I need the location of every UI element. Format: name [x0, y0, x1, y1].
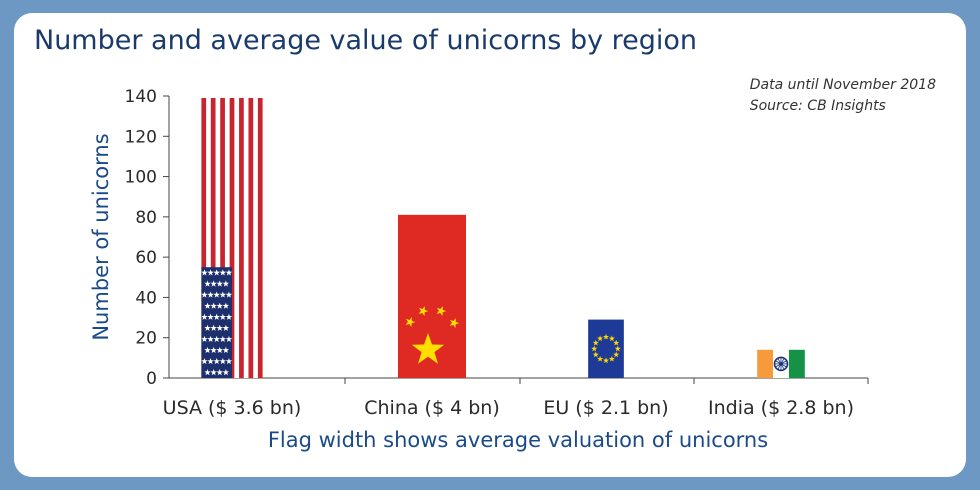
y-tick-label: 0	[146, 369, 157, 389]
y-tick-label: 140	[125, 87, 157, 107]
y-tick-label: 120	[125, 127, 157, 147]
x-category-label: India ($ 2.8 bn)	[708, 397, 854, 419]
china-flag	[398, 214, 466, 378]
chart-card: Number and average value of unicorns by …	[14, 13, 966, 477]
note-date: Data until November 2018	[749, 77, 936, 93]
y-tick-label: 80	[135, 208, 157, 228]
x-category-label: China ($ 4 bn)	[364, 397, 500, 419]
y-tick-label: 40	[135, 288, 157, 308]
eu-flag	[588, 319, 624, 378]
source-note: Data until November 2018 Source: CB Insi…	[750, 75, 936, 117]
x-category-label: EU ($ 2.1 bn)	[543, 397, 668, 419]
y-tick-label: 20	[135, 329, 157, 349]
y-tick-label: 100	[125, 168, 157, 188]
x-category-label: USA ($ 3.6 bn)	[163, 397, 302, 419]
note-source: Source: CB Insights	[749, 98, 886, 114]
india-flag	[757, 349, 805, 378]
chart-title: Number and average value of unicorns by …	[34, 25, 698, 56]
y-axis-title: Number of unicorns	[89, 133, 113, 340]
x-axis-title: Flag width shows average valuation of un…	[268, 428, 768, 452]
y-tick-label: 60	[135, 248, 157, 268]
us-flag	[201, 98, 263, 378]
